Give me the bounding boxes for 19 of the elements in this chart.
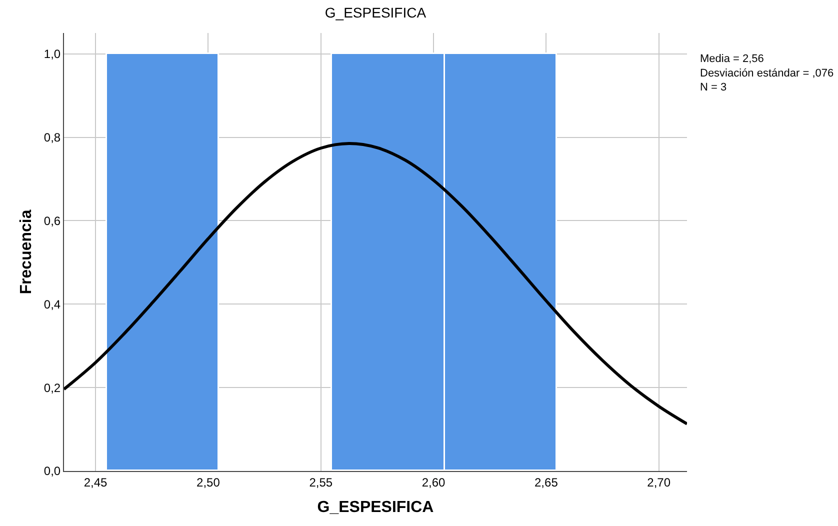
x-axis-title: G_ESPESIFICA (317, 499, 434, 516)
x-tick-label: 2,60 (422, 475, 446, 490)
y-tick-label: 0,0 (44, 464, 61, 478)
text: N = 3 (700, 82, 727, 94)
y-tick-label: 1,0 (44, 47, 61, 62)
line-series (64, 142, 687, 426)
y-tick-label: 0,6 (44, 214, 61, 228)
x-tick-label: 2,45 (84, 475, 108, 490)
chart-title: G_ESPESIFICA (324, 4, 427, 21)
x-tick-label: 2,65 (534, 475, 558, 490)
y-tick-label: 0,2 (44, 380, 61, 395)
y-tick-label: 0,8 (44, 130, 61, 144)
text: Desviación estándar = ,076 (700, 67, 834, 80)
y-axis-title: Frecuencia (18, 210, 35, 294)
text: Media = 2,56 (700, 53, 764, 65)
x-tick-label: 2,55 (309, 475, 333, 490)
y-tick-label: 0,4 (44, 297, 61, 312)
x-tick-label: 2,70 (647, 475, 671, 490)
x-tick-label: 2,50 (196, 475, 220, 490)
